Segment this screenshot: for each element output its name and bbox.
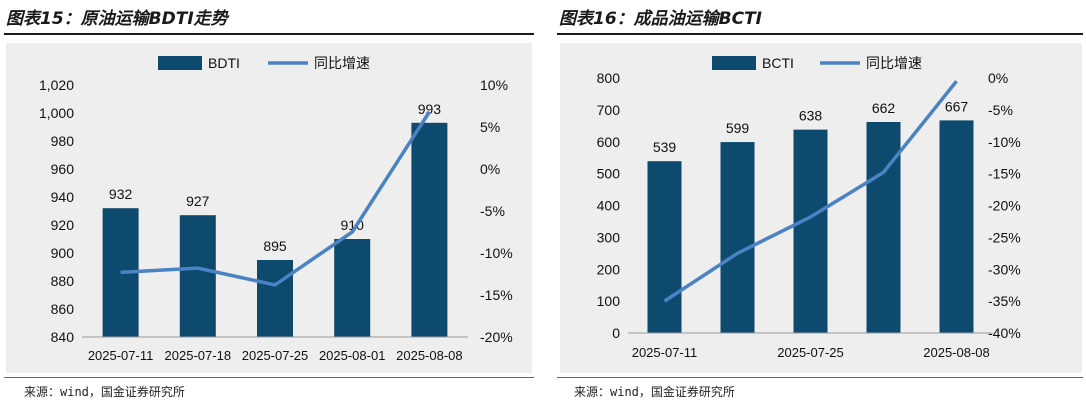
bcti-chart: 0 100 200 300 400 500 600 700 800 -40% -35% -30% -25…	[597, 55, 1021, 360]
y2-tick-label: 5%	[480, 119, 500, 135]
y-tick-label: 700	[597, 102, 621, 118]
figure-title-15: 图表15：原油运输BDTI走势	[6, 9, 228, 29]
y2-tick-label: -20%	[480, 329, 513, 345]
x-tick-label: 2025-08-08	[923, 345, 990, 360]
bar-data-label: 932	[109, 186, 133, 202]
y-tick-label: 860	[51, 301, 75, 317]
y-tick-label: 300	[597, 229, 621, 245]
y2-tick-label: 0%	[480, 161, 500, 177]
legend-label-line: 同比增速	[866, 55, 922, 71]
x-tick-label: 2025-08-01	[319, 348, 386, 363]
legend-label-bar: BDTI	[208, 55, 240, 71]
source-note-1: 来源：wind，国金证券研究所	[24, 385, 185, 399]
x-tick-label: 2025-07-18	[165, 348, 232, 363]
y-tick-label: 980	[51, 133, 75, 149]
y-tick-label: 880	[51, 273, 75, 289]
x-tick-label: 2025-07-25	[242, 348, 309, 363]
y-tick-label: 920	[51, 217, 75, 233]
x-tick-label: 2025-07-11	[632, 345, 698, 360]
bar	[939, 120, 974, 333]
y2-tick-label: -20%	[988, 198, 1021, 214]
y2-tick-label: 10%	[480, 77, 508, 93]
bar-data-label: 895	[263, 238, 287, 254]
bar-data-label: 667	[945, 98, 969, 114]
bar-data-label: 927	[186, 193, 210, 209]
bar	[647, 161, 682, 333]
bar-data-label: 993	[418, 101, 442, 117]
y2-tick-label: -5%	[480, 203, 505, 219]
y2-tick-label: -5%	[988, 102, 1013, 118]
bar	[257, 260, 293, 337]
series-line-yoy	[120, 110, 431, 287]
y-tick-label: 840	[51, 329, 75, 345]
bar	[411, 122, 448, 337]
bar	[793, 129, 828, 333]
y-tick-label: 600	[597, 134, 621, 150]
bar	[866, 121, 901, 333]
y2-tick-label: -35%	[988, 293, 1021, 309]
chart-panel-bdti: 840 860 880 900 920 940 960 980 1,000 1,020 -20% -1…	[6, 43, 532, 373]
y-tick-label: 100	[597, 293, 621, 309]
legend-label-line: 同比增速	[314, 55, 370, 71]
y-tick-label: 800	[597, 70, 621, 86]
bar-data-label: 638	[799, 108, 823, 124]
y2-tick-label: -40%	[988, 325, 1021, 341]
y-tick-label: 1,020	[39, 77, 74, 93]
bar-data-label: 662	[872, 100, 896, 116]
legend-swatch-bar	[158, 56, 202, 70]
y-tick-label: 200	[597, 261, 621, 277]
source-rule-1	[4, 377, 534, 378]
y2-tick-label: -15%	[988, 166, 1021, 182]
source-note-2: 来源：wind，国金证券研究所	[574, 385, 735, 399]
x-tick-label: 2025-07-11	[88, 348, 154, 363]
y-tick-label: 0	[612, 325, 620, 341]
bar-data-label: 599	[726, 120, 750, 136]
y2-tick-label: -25%	[988, 229, 1021, 245]
y-tick-label: 960	[51, 161, 75, 177]
y2-tick-label: -10%	[988, 134, 1021, 150]
bar	[179, 215, 216, 337]
bar	[334, 239, 371, 337]
x-tick-label: 2025-07-25	[777, 345, 844, 360]
y2-tick-label: -10%	[480, 245, 513, 261]
series-line-yoy	[663, 80, 958, 303]
y-tick-label: 900	[51, 245, 75, 261]
title-rule-2	[557, 33, 1083, 35]
chart-panel-bcti: 0 100 200 300 400 500 600 700 800 -40% -35% -30% -25…	[560, 43, 1082, 373]
y-tick-label: 500	[597, 166, 621, 182]
y2-tick-label: -15%	[480, 287, 513, 303]
bar	[720, 142, 755, 333]
title-rule-1	[4, 33, 534, 35]
y-tick-label: 400	[597, 198, 621, 214]
y2-tick-label: 0%	[988, 70, 1008, 86]
legend-swatch-bar	[712, 56, 756, 70]
source-rule-2	[557, 377, 1083, 378]
figure-title-16: 图表16：成品油运输BCTI	[559, 9, 763, 29]
y-tick-label: 1,000	[39, 105, 74, 121]
y-tick-label: 940	[51, 189, 75, 205]
bdti-chart: 840 860 880 900 920 940 960 980 1,000 1,020 -20% -1…	[39, 55, 513, 363]
x-tick-label: 2025-08-08	[396, 348, 463, 363]
legend-label-bar: BCTI	[762, 55, 794, 71]
bar-data-label: 539	[653, 139, 677, 155]
y2-tick-label: -30%	[988, 261, 1021, 277]
